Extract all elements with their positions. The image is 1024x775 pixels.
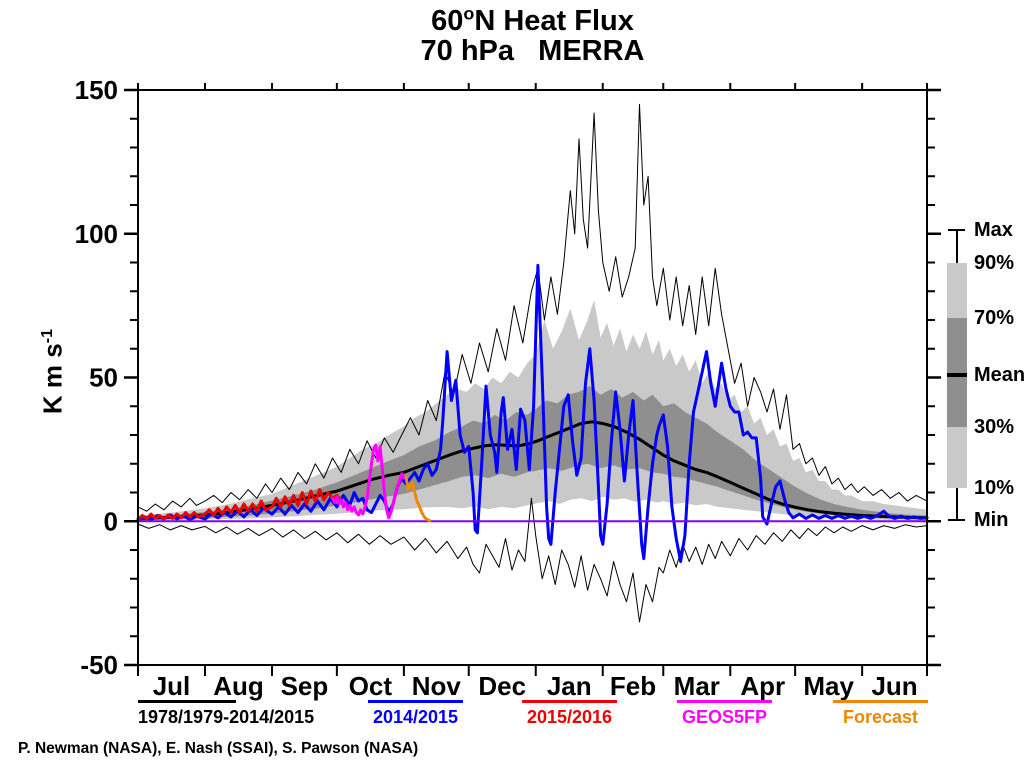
legend-line-2014-2015	[368, 700, 463, 703]
band-30-70pct	[138, 386, 927, 521]
month-label-jun: Jun	[871, 671, 917, 701]
legend-item-2014-2015: 2014/2015	[368, 700, 463, 728]
percentile-label-70: 70%	[974, 307, 1015, 329]
month-label-feb: Feb	[610, 671, 656, 701]
legend-item-forecast: Forecast	[833, 700, 928, 728]
percentile-label-mean: Mean	[974, 364, 1024, 386]
month-label-dec: Dec	[478, 671, 526, 701]
y-tick-label: 100	[75, 219, 118, 249]
legend-line-forecast	[833, 700, 928, 703]
y-tick-label: -50	[80, 650, 118, 680]
title-line-1: 60oN Heat Flux	[431, 3, 634, 37]
chart-title: 60oN Heat Flux 70 hPa MERRA	[138, 3, 927, 68]
month-label-may: May	[803, 671, 854, 701]
percentile-key-dark-band	[947, 318, 967, 427]
month-label-sep: Sep	[281, 671, 329, 701]
percentile-key-min-cap	[948, 519, 965, 521]
legend-item-climatology: 1978/1979-2014/2015	[138, 700, 338, 728]
legend-label-2015-2016: 2015/2016	[526, 707, 613, 727]
month-label-apr: Apr	[740, 671, 785, 701]
percentile-label-10: 10%	[974, 477, 1015, 499]
legend-item-geos5fp: GEOS5FP	[677, 700, 772, 728]
y-tick-label: 150	[75, 75, 118, 105]
series-2015-2016	[136, 488, 341, 522]
percentile-label-30: 30%	[974, 416, 1015, 438]
series-min-envelope	[137, 497, 928, 623]
series-Forecast	[404, 475, 432, 523]
month-label-jul: Jul	[153, 671, 191, 701]
series-max-envelope	[137, 103, 928, 512]
legend-line-climatology	[138, 700, 236, 703]
percentile-label-max: Max	[974, 219, 1013, 241]
month-label-mar: Mar	[674, 671, 720, 701]
series-mean-1978-1979-2014-2015	[136, 420, 929, 521]
month-label-aug: Aug	[213, 671, 264, 701]
percentile-key-mean-tick	[947, 373, 967, 377]
month-label-nov: Nov	[412, 671, 462, 701]
series-2014-2015	[136, 263, 929, 563]
legend-item-2015-2016: 2015/2016	[522, 700, 617, 728]
legend-label-forecast: Forecast	[842, 707, 919, 727]
title-line-2: 70 hPa MERRA	[420, 35, 645, 68]
series-GEOS5FP	[331, 443, 408, 520]
percentile-label-min: Min	[974, 509, 1009, 531]
credit-line: P. Newman (NASA), E. Nash (SSAI), S. Paw…	[18, 740, 419, 757]
legend-label-climatology: 1978/1979-2014/2015	[138, 707, 315, 727]
percentile-key-max-cap	[948, 229, 965, 231]
y-tick-label: 50	[89, 363, 118, 393]
legend-label-geos5fp: GEOS5FP	[681, 707, 768, 727]
month-label-jan: Jan	[547, 671, 592, 701]
legend-line-geos5fp	[677, 700, 772, 703]
y-tick-label: 0	[104, 506, 118, 536]
legend-line-2015-2016	[522, 700, 617, 703]
percentile-label-90: 90%	[974, 252, 1015, 274]
month-label-oct: Oct	[349, 671, 393, 701]
legend-label-2014-2015: 2014/2015	[372, 707, 459, 727]
